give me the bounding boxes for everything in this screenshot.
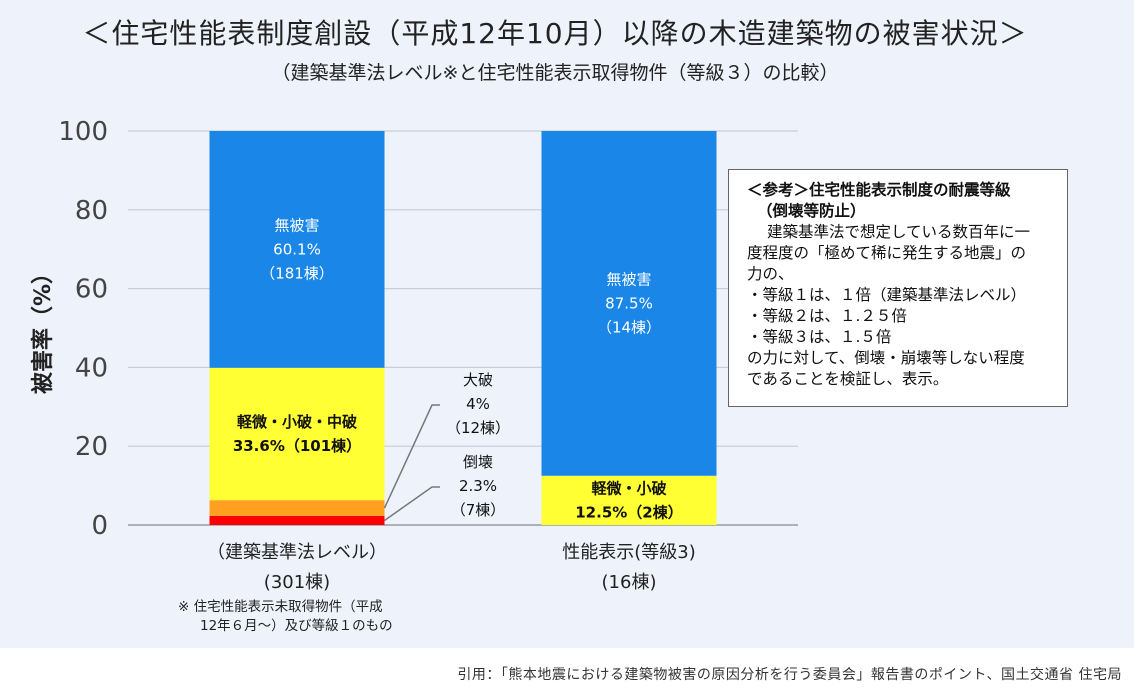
y-tick-label: 80 — [75, 196, 108, 226]
reference-heading2: （倒壊等防止） — [757, 202, 866, 220]
bar-segment — [209, 131, 385, 368]
bar-segment — [209, 367, 385, 501]
data-label: 軽微・小破 — [591, 479, 666, 497]
footnote-line1: ※ 住宅性能表示未取得物件（平成 — [178, 599, 383, 615]
callout-label: 倒壊 — [463, 453, 493, 471]
callout-label: 4% — [466, 395, 490, 413]
footnote-line2: 12年６月〜）及び等級１のもの — [200, 618, 393, 634]
callout-label: 大破 — [463, 371, 493, 389]
bar-segment — [209, 515, 385, 525]
bar-segment — [541, 131, 717, 476]
reference-line: ・等級１は、１倍（建築基準法レベル） — [747, 286, 1027, 304]
bar-segment — [541, 475, 717, 525]
reference-box: ＜参考＞住宅性能表示制度の耐震等級 （倒壊等防止） 建築基準法で想定している数百… — [728, 169, 1068, 407]
data-label: 無被害 — [274, 216, 319, 234]
y-tick-label: 40 — [75, 353, 108, 383]
data-label: 無被害 — [606, 270, 651, 288]
data-label: 33.6%（101棟） — [233, 437, 361, 455]
reference-line: 力の、 — [747, 265, 794, 283]
bar-segment — [209, 500, 385, 516]
reference-line: の力に対して、倒壊・崩壊等しない程度 — [747, 349, 1025, 367]
data-label: 60.1% — [273, 240, 321, 258]
page-subtitle: （建築基準法レベル※と住宅性能表示取得物件（等級３）の比較） — [271, 62, 839, 84]
data-label: 12.5%（2棟） — [575, 503, 682, 521]
y-tick-label: 100 — [58, 117, 108, 147]
reference-line: であることを検証し、表示。 — [747, 370, 949, 388]
y-tick-label: 0 — [91, 511, 108, 541]
reference-line: 度程度の「極めて稀に発生する地震」の — [747, 244, 1027, 262]
callout-label: 2.3% — [459, 477, 497, 495]
data-label: 軽微・小破・中破 — [237, 413, 357, 431]
reference-line: ・等級２は、１.２５倍 — [747, 307, 907, 325]
reference-line: 建築基準法で想定している数百年に一 — [767, 223, 1031, 241]
y-tick-label: 20 — [75, 432, 108, 462]
x-category-sublabel: (16棟) — [602, 572, 657, 593]
reference-line: ・等級３は、１.５倍 — [747, 328, 892, 346]
x-category-sublabel: (301棟) — [264, 572, 330, 593]
callout-label: （7棟） — [451, 501, 506, 519]
data-label: （181棟） — [260, 264, 334, 282]
citation: 引用：「熊本地震における建築物被害の原因分析を行う委員会」報告書のポイント、国土… — [457, 667, 1122, 683]
page-title: ＜住宅性能表制度創設（平成12年10月）以降の木造建築物の被害状況＞ — [82, 17, 1028, 50]
reference-heading: ＜参考＞住宅性能表示制度の耐震等級 — [747, 181, 1011, 199]
data-label: （14棟） — [597, 318, 661, 336]
y-axis-label: 被害率（%） — [30, 262, 56, 394]
x-category-label: 性能表示(等級3) — [562, 542, 696, 563]
x-category-label: （建築基準法レベル） — [207, 542, 387, 563]
y-tick-label: 60 — [75, 275, 108, 305]
data-label: 87.5% — [605, 294, 653, 312]
callout-leader — [383, 404, 440, 509]
callout-leader — [384, 486, 440, 522]
footnote: ※ 住宅性能表示未取得物件（平成 12年６月〜）及び等級１のもの — [178, 598, 458, 636]
callout-label: （12棟） — [446, 419, 510, 437]
